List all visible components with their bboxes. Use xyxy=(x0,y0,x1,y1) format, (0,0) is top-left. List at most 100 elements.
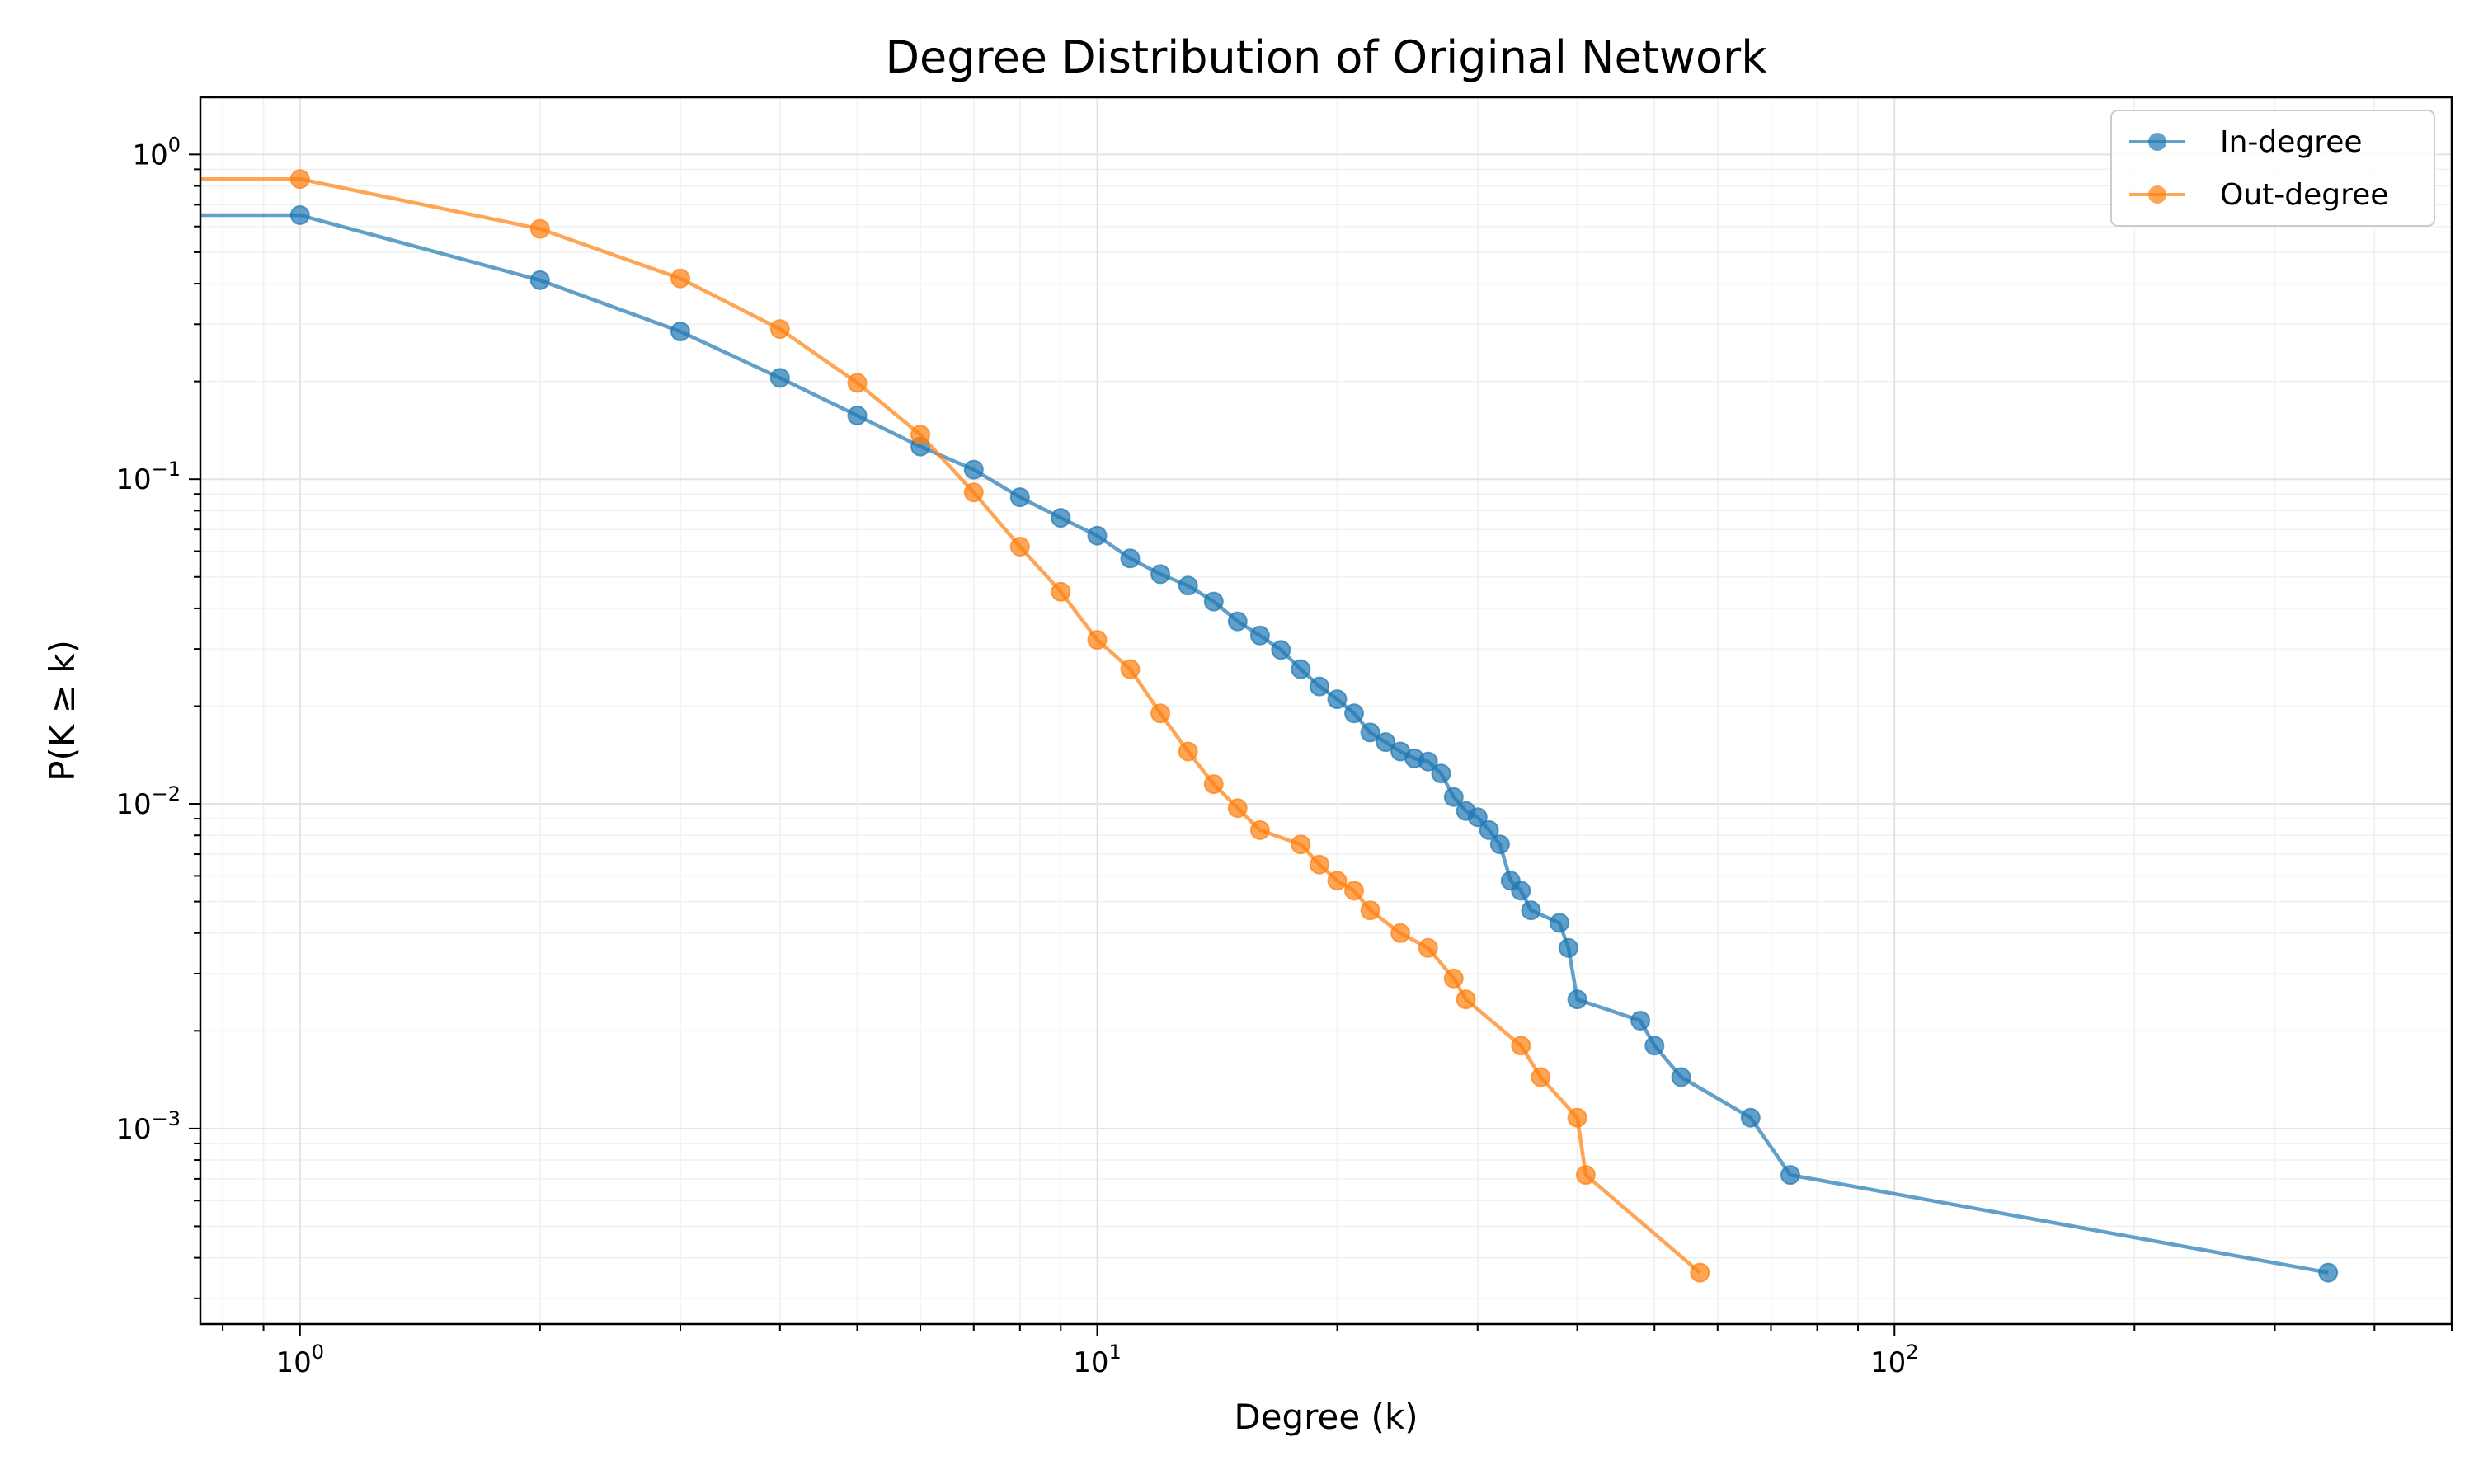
x-axis-label: Degree (k) xyxy=(1234,1397,1418,1437)
data-point-in-degree xyxy=(670,322,690,342)
y-tick-label: 10−2 xyxy=(115,782,181,821)
data-point-in-degree xyxy=(1360,722,1380,743)
legend-label-in-degree: In-degree xyxy=(2220,125,2363,159)
data-point-out-degree xyxy=(1531,1067,1551,1087)
data-point-in-degree xyxy=(963,459,984,480)
y-tick-label-exponent: 0 xyxy=(168,133,181,156)
data-point-out-degree xyxy=(289,169,310,190)
y-tick-label: 100 xyxy=(132,133,181,171)
data-point-in-degree xyxy=(1418,751,1438,772)
x-axis: 100 101 102 xyxy=(222,1324,2453,1379)
data-point-in-degree xyxy=(1567,989,1587,1010)
data-point-out-degree xyxy=(1051,581,1071,602)
x-tick-label-exponent: 0 xyxy=(312,1341,324,1364)
grid-major xyxy=(200,97,2452,1324)
data-point-in-degree xyxy=(1630,1011,1651,1031)
data-point-in-degree xyxy=(1227,611,1248,632)
x-tick-label: 101 xyxy=(1073,1341,1122,1379)
x-tick-label: 100 xyxy=(276,1341,325,1379)
data-point-in-degree xyxy=(1511,881,1531,901)
legend: In-degree Out-degree xyxy=(2110,110,2435,227)
data-point-in-degree xyxy=(1489,834,1510,855)
data-point-out-degree xyxy=(1690,1262,1710,1283)
legend-box xyxy=(2110,110,2435,227)
data-point-in-degree xyxy=(1740,1107,1761,1128)
data-point-out-degree xyxy=(1344,881,1364,901)
data-point-out-degree xyxy=(1009,537,1030,556)
x-tick-label-exponent: 2 xyxy=(1906,1341,1918,1364)
data-point-out-degree xyxy=(1511,1036,1531,1056)
y-axis-label: P(K ≥ k) xyxy=(42,640,82,782)
y-tick-label-exponent: −1 xyxy=(152,458,181,481)
data-point-in-degree xyxy=(1558,937,1578,958)
legend-marker-out-degree xyxy=(2148,186,2166,204)
data-point-out-degree xyxy=(1360,900,1380,921)
data-point-out-degree xyxy=(1178,741,1198,762)
data-point-out-degree xyxy=(1443,968,1464,989)
legend-label-out-degree: Out-degree xyxy=(2220,178,2388,212)
data-point-out-degree xyxy=(1567,1107,1587,1128)
data-point-out-degree xyxy=(1203,774,1224,795)
data-point-out-degree xyxy=(769,319,790,340)
data-point-in-degree xyxy=(1327,689,1348,710)
data-point-in-degree xyxy=(1671,1067,1691,1087)
y-tick-label-base: 10 xyxy=(115,788,151,821)
data-point-in-degree xyxy=(529,270,550,290)
x-tick-label-base: 10 xyxy=(1870,1346,1906,1379)
legend-marker-in-degree xyxy=(2148,133,2166,151)
data-point-in-degree xyxy=(289,205,310,225)
data-point-out-degree xyxy=(1150,703,1171,724)
data-point-out-degree xyxy=(1418,937,1438,958)
y-tick-label-base: 10 xyxy=(115,463,151,496)
y-tick-label-exponent: −2 xyxy=(152,782,181,805)
x-tick-label-base: 10 xyxy=(276,1346,312,1379)
data-point-out-degree xyxy=(847,373,868,393)
data-point-in-degree xyxy=(1431,763,1451,784)
data-point-in-degree xyxy=(847,406,868,425)
data-point-in-degree xyxy=(1550,913,1569,933)
plot-frame xyxy=(199,96,2453,1326)
x-tick-label-base: 10 xyxy=(1073,1346,1108,1379)
data-point-in-degree xyxy=(1467,807,1488,828)
x-tick-label: 102 xyxy=(1870,1341,1919,1379)
data-point-in-degree xyxy=(1443,787,1464,807)
data-point-in-degree xyxy=(1087,525,1108,546)
data-point-in-degree xyxy=(1120,548,1141,569)
data-point-out-degree xyxy=(670,268,690,289)
data-point-out-degree xyxy=(1291,834,1311,855)
data-point-in-degree xyxy=(1009,487,1030,508)
data-point-in-degree xyxy=(2318,1262,2339,1283)
data-point-in-degree xyxy=(1780,1165,1800,1186)
data-point-out-degree xyxy=(1310,854,1329,875)
data-point-out-degree xyxy=(1227,798,1248,819)
data-point-out-degree xyxy=(1087,630,1108,650)
data-point-out-degree xyxy=(1390,923,1411,943)
data-point-in-degree xyxy=(1521,900,1541,921)
data-point-in-degree xyxy=(1310,676,1329,697)
series-out-degree xyxy=(200,169,1710,1283)
data-point-out-degree xyxy=(1327,871,1348,891)
chart-title: Degree Distribution of Original Network xyxy=(885,31,1767,83)
data-point-in-degree xyxy=(1249,625,1270,646)
data-point-out-degree xyxy=(529,218,550,239)
data-point-out-degree xyxy=(1249,819,1270,840)
y-tick-label: 10−1 xyxy=(115,458,181,496)
data-point-in-degree xyxy=(1291,659,1311,679)
data-point-in-degree xyxy=(1051,508,1071,528)
data-point-in-degree xyxy=(1479,819,1499,840)
data-point-in-degree xyxy=(1376,732,1396,753)
y-tick-label: 10−3 xyxy=(115,1107,181,1146)
data-point-in-degree xyxy=(1203,591,1224,612)
y-tick-label-exponent: −3 xyxy=(152,1107,181,1130)
y-tick-label-base: 10 xyxy=(132,139,167,171)
data-point-in-degree xyxy=(1344,703,1364,724)
data-point-out-degree xyxy=(1575,1165,1596,1186)
data-point-out-degree xyxy=(910,425,931,445)
data-point-out-degree xyxy=(963,482,984,503)
data-point-in-degree xyxy=(769,368,790,388)
y-tick-label-base: 10 xyxy=(115,1113,151,1146)
data-point-in-degree xyxy=(1644,1036,1665,1056)
grid-minor xyxy=(200,97,2453,1324)
